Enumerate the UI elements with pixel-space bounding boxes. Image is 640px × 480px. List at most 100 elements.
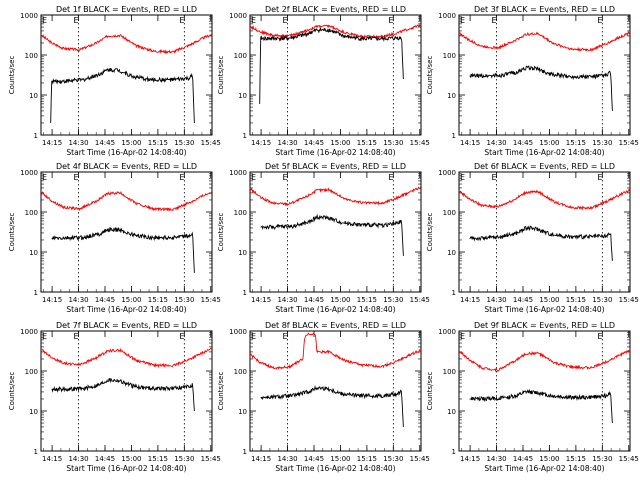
marker-label: E (283, 332, 288, 341)
x-tick-label: 15:00 (539, 455, 559, 463)
y-tick-label: 1000 (229, 169, 247, 177)
plot-frame (40, 14, 213, 136)
x-axis-title: Start Time (16-Apr-02 14:08:40) (275, 305, 395, 314)
x-tick-label: 15:00 (539, 296, 559, 304)
y-tick-label: 1000 (229, 12, 247, 20)
y-axis-title: Counts/sec (426, 213, 434, 252)
red-lld-trace (458, 349, 631, 373)
x-tick-label: 14:15 (460, 139, 480, 147)
x-tick-label: 14:30 (486, 455, 506, 463)
black-events-trace (469, 65, 613, 111)
y-tick-label: 100 (443, 209, 456, 217)
red-lld-trace (40, 190, 213, 212)
marker-label: E (597, 332, 602, 341)
marker-label-left: E (460, 173, 465, 182)
chart-title: Det 1f BLACK = Events, RED = LLD (56, 5, 197, 14)
x-tick-label: 14:45 (95, 139, 115, 147)
x-tick-label: 14:15 (42, 296, 62, 304)
x-tick-label: 15:30 (174, 139, 194, 147)
x-tick-label: 15:00 (330, 139, 350, 147)
x-tick-label: 15:00 (121, 455, 141, 463)
marker-label: E (597, 16, 602, 25)
x-tick-label: 15:45 (410, 139, 430, 147)
x-tick-label: 15:00 (121, 296, 141, 304)
marker-label: E (492, 332, 497, 341)
x-tick-label: 15:45 (410, 455, 430, 463)
marker-label: E (179, 332, 184, 341)
red-lld-trace (249, 24, 422, 39)
marker-label: E (388, 16, 393, 25)
black-events-trace (469, 225, 613, 261)
black-events-trace (260, 384, 404, 427)
y-tick-label: 1000 (438, 12, 456, 20)
x-tick-label: 15:45 (410, 296, 430, 304)
red-lld-trace (249, 332, 422, 370)
chart-title: Det 4f BLACK = Events, RED = LLD (56, 162, 197, 171)
chart-title: Det 9f BLACK = Events, RED = LLD (474, 321, 615, 330)
x-tick-label: 15:15 (566, 139, 586, 147)
panel-6: Det 6f BLACK = Events, RED = LLD 1 10 100 10… (426, 162, 639, 314)
marker-label-left: E (460, 16, 465, 25)
marker-label: E (74, 173, 79, 182)
chart-title: Det 3f BLACK = Events, RED = LLD (474, 5, 615, 14)
x-tick-label: 15:45 (201, 455, 221, 463)
x-tick-label: 14:30 (68, 455, 88, 463)
x-tick-label: 14:30 (277, 455, 297, 463)
y-tick-label: 10 (447, 249, 456, 257)
red-lld-trace (249, 186, 422, 207)
y-tick-label: 100 (234, 209, 247, 217)
y-axis-title: Counts/sec (426, 372, 434, 411)
y-tick-label: 1 (243, 132, 247, 140)
x-tick-label: 15:30 (592, 455, 612, 463)
marker-label: E (388, 173, 393, 182)
x-tick-label: 15:45 (619, 455, 639, 463)
y-tick-label: 1 (34, 289, 38, 297)
plot-frame (249, 171, 422, 293)
chart-title: Det 7f BLACK = Events, RED = LLD (56, 321, 197, 330)
plot-frame (249, 14, 422, 136)
x-tick-label: 14:45 (304, 296, 324, 304)
y-tick-label: 10 (238, 408, 247, 416)
black-events-trace (469, 388, 613, 424)
x-axis-title: Start Time (16-Apr-02 14:08:40) (66, 464, 186, 473)
y-tick-label: 1 (243, 448, 247, 456)
plot-frame (458, 330, 631, 452)
x-tick-label: 14:15 (460, 296, 480, 304)
y-tick-label: 100 (25, 52, 38, 60)
x-tick-label: 15:00 (539, 139, 559, 147)
marker-label: E (179, 16, 184, 25)
x-axis-title: Start Time (16-Apr-02 14:08:40) (484, 464, 604, 473)
x-tick-label: 15:45 (201, 296, 221, 304)
x-tick-label: 15:30 (174, 296, 194, 304)
plot-frame (249, 330, 422, 452)
y-tick-label: 10 (238, 249, 247, 257)
x-tick-label: 14:45 (304, 455, 324, 463)
black-events-trace (50, 67, 195, 123)
panel-7: Det 7f BLACK = Events, RED = LLD 1 10 100 10… (8, 321, 221, 473)
y-tick-label: 1 (452, 289, 456, 297)
x-tick-label: 15:15 (357, 455, 377, 463)
panel-9: Det 9f BLACK = Events, RED = LLD 1 10 100 10… (426, 321, 639, 473)
marker-label: E (74, 332, 79, 341)
marker-label-left: E (42, 173, 47, 182)
chart-title: Det 2f BLACK = Events, RED = LLD (265, 5, 406, 14)
x-axis-title: Start Time (16-Apr-02 14:08:40) (66, 148, 186, 157)
x-tick-label: 15:45 (201, 139, 221, 147)
y-axis-title: Counts/sec (8, 213, 16, 252)
y-tick-label: 1000 (20, 328, 38, 336)
plot-frame (40, 330, 213, 452)
x-axis-title: Start Time (16-Apr-02 14:08:40) (275, 464, 395, 473)
y-tick-label: 10 (29, 249, 38, 257)
marker-label: E (179, 173, 184, 182)
x-tick-label: 15:00 (121, 139, 141, 147)
x-tick-label: 14:45 (513, 455, 533, 463)
panel-4: Det 4f BLACK = Events, RED = LLD 1 10 100 10… (8, 162, 221, 314)
red-lld-trace (458, 30, 631, 52)
x-axis-title: Start Time (16-Apr-02 14:08:40) (66, 305, 186, 314)
marker-label-left: E (251, 332, 256, 341)
y-tick-label: 1 (34, 132, 38, 140)
x-tick-label: 15:00 (330, 296, 350, 304)
plot-frame (458, 14, 631, 136)
y-tick-label: 1 (243, 289, 247, 297)
